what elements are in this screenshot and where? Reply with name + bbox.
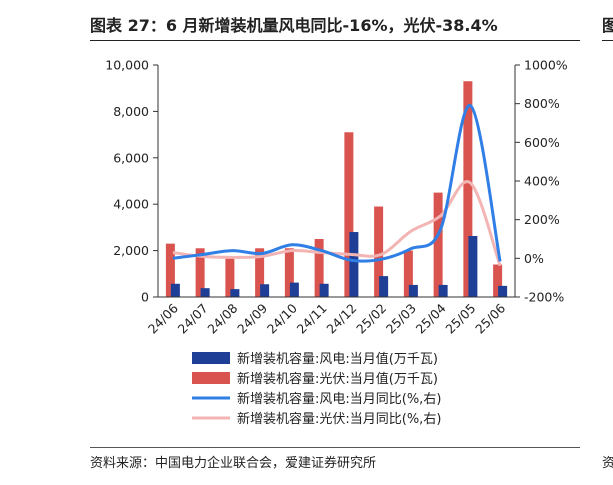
legend-wind-bar-swatch xyxy=(192,352,230,364)
solar-bar xyxy=(165,243,175,297)
solar-bar xyxy=(284,248,294,297)
right-tick-label: 200% xyxy=(524,212,560,227)
x-tick-label: 25/03 xyxy=(383,301,419,337)
x-tick-label: 25/05 xyxy=(442,301,478,337)
legend-label: 新增装机容量:光伏:当月值(万千瓦) xyxy=(237,371,438,387)
bars-layer xyxy=(165,81,508,298)
wind-bar xyxy=(319,283,329,297)
legend: 新增装机容量:风电:当月值(万千瓦) 新增装机容量:光伏:当月值(万千瓦) 新增装机… xyxy=(192,351,441,427)
x-tick-label: 24/09 xyxy=(234,300,270,336)
left-tick-label: 2,000 xyxy=(113,243,149,258)
solar-bar xyxy=(255,248,265,297)
solar-bar xyxy=(195,248,205,297)
left-tick-label: 10,000 xyxy=(105,58,149,73)
left-tick-label: 8,000 xyxy=(113,104,149,119)
legend-label: 新增装机容量:光伏:当月同比(%,右) xyxy=(237,411,441,427)
right-tick-label: 1000% xyxy=(524,58,568,73)
combo-chart: 0 2,000 4,000 6,000 8,000 10,000 -200% 0% 200% 40… xyxy=(105,58,568,428)
lines-layer xyxy=(172,104,502,267)
x-tick-label: 24/12 xyxy=(323,301,359,337)
wind-bar xyxy=(289,282,299,297)
source-divider xyxy=(90,447,580,448)
left-tick-label: 6,000 xyxy=(113,150,149,165)
solar-bar xyxy=(463,81,473,298)
source-note: 资料来源：中国电力企业联合会，爱建证券研究所 xyxy=(90,456,377,471)
solar-bar xyxy=(225,257,235,297)
wind-bar xyxy=(408,284,418,297)
chart-title: 图表 27：6 月新增装机量风电同比-16%，光伏-38.4% xyxy=(90,16,498,35)
right-tick-label: 400% xyxy=(524,174,560,189)
solar-bar xyxy=(314,239,324,297)
right-tick-label: 600% xyxy=(524,135,560,150)
next-panel-source-fragment: 资 xyxy=(602,456,613,471)
wind-bar xyxy=(349,232,359,297)
x-tick-label: 25/04 xyxy=(413,300,449,336)
wind-bar xyxy=(200,288,210,297)
x-tick-label: 25/02 xyxy=(353,301,389,337)
legend-solar-bar-swatch xyxy=(192,372,230,384)
solar-yoy-line xyxy=(172,180,502,267)
right-tick-label: 800% xyxy=(524,96,560,111)
legend-label: 新增装机容量:风电:当月同比(%,右) xyxy=(237,391,441,407)
solar-bar xyxy=(403,250,413,297)
solar-bar xyxy=(344,132,354,297)
wind-bar xyxy=(260,284,270,297)
left-tick-label: 4,000 xyxy=(113,197,149,212)
wind-bar xyxy=(468,235,478,297)
right-tick-label: -200% xyxy=(524,290,564,305)
x-tick-label: 24/08 xyxy=(204,300,240,336)
wind-bar xyxy=(379,276,389,297)
x-tick-label: 24/11 xyxy=(294,301,330,337)
x-tick-label: 25/06 xyxy=(472,300,508,336)
wind-yoy-line xyxy=(172,104,502,263)
wind-bar xyxy=(498,285,508,297)
right-tick-label: 0% xyxy=(524,251,544,266)
legend-label: 新增装机容量:风电:当月值(万千瓦) xyxy=(237,351,438,367)
wind-bar xyxy=(230,289,240,297)
next-panel-title-fragment: 图 xyxy=(602,16,613,34)
x-tick-label: 24/07 xyxy=(175,301,211,337)
x-tick-label: 24/06 xyxy=(145,300,181,336)
left-tick-label: 0 xyxy=(141,290,149,305)
wind-bar xyxy=(170,283,180,297)
title-divider xyxy=(90,40,580,41)
solar-bar xyxy=(493,264,503,297)
solar-bar xyxy=(374,206,384,297)
solar-bar xyxy=(433,192,443,297)
x-tick-label: 24/10 xyxy=(264,300,300,336)
next-panel-title-divider xyxy=(602,40,613,41)
wind-bar xyxy=(438,284,448,297)
